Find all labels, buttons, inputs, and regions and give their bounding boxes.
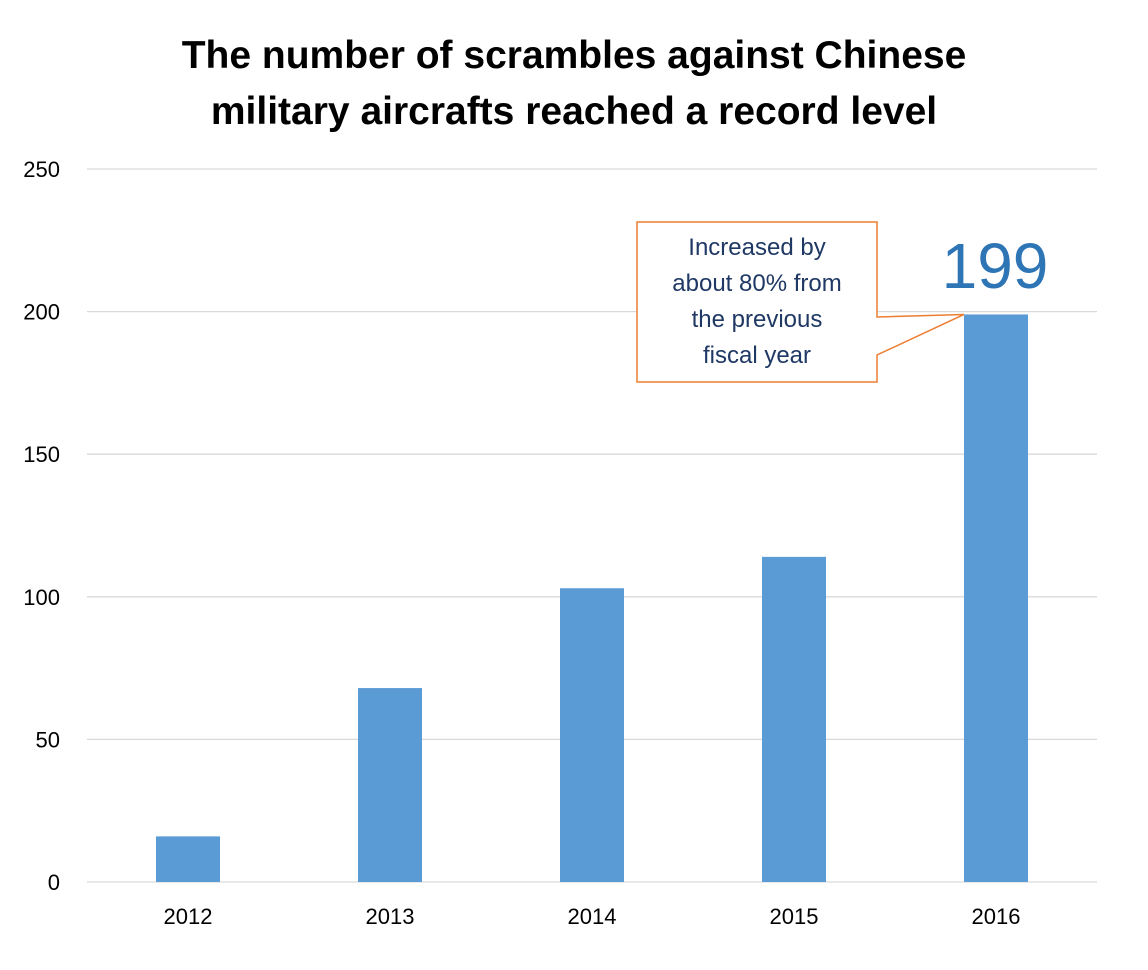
chart-title-line-2: military aircrafts reached a record leve…: [210, 90, 938, 133]
x-tick-label: 2015: [770, 904, 819, 929]
y-tick-label: 100: [23, 585, 60, 610]
annotation-line: Increased by: [688, 234, 826, 261]
annotation-callout-box: [636, 221, 965, 383]
x-tick-label: 2012: [164, 904, 213, 929]
y-tick-label: 0: [48, 870, 60, 895]
bar-2013: [358, 688, 422, 882]
bar-2015: [762, 556, 826, 882]
chart-title: The number of scrambles against Chinese …: [0, 28, 1148, 140]
x-tick-label: 2016: [972, 904, 1021, 929]
y-tick-label: 250: [23, 157, 60, 182]
bar-2016: [964, 314, 1028, 882]
bar-2014: [560, 588, 624, 882]
annotation-line: fiscal year: [702, 342, 812, 369]
chart-title-line-1: The number of scrambles against Chinese: [181, 34, 967, 77]
y-tick-label: 150: [23, 442, 60, 467]
annotation-line: about 80% from: [672, 270, 842, 297]
data-label-2016: 199: [941, 230, 1049, 302]
x-tick-label: 2014: [568, 904, 617, 929]
y-tick-label: 200: [23, 300, 60, 325]
y-tick-label: 50: [36, 727, 60, 752]
bar-2012: [156, 836, 220, 882]
x-tick-label: 2013: [366, 904, 415, 929]
annotation-line: the previous: [691, 306, 823, 333]
annotation-callout-text: Increased by about 80% from the previous…: [637, 222, 877, 382]
